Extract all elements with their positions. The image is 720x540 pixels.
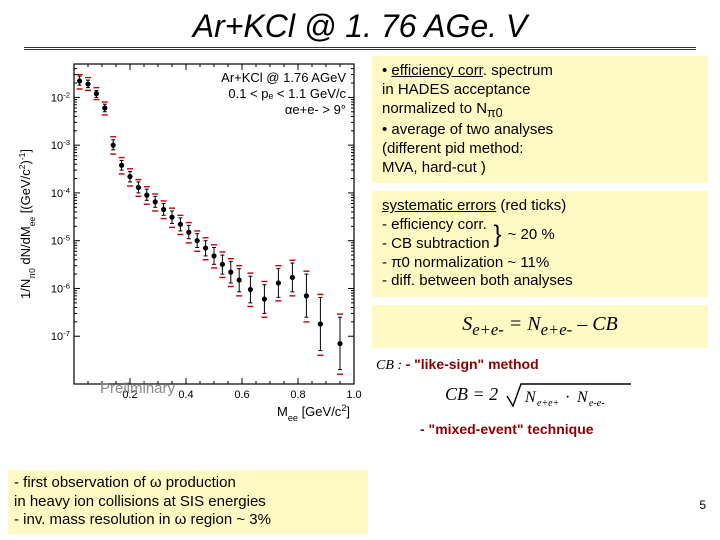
b1-l2: in HADES acceptance [382,81,698,100]
bn-l2: in heavy ion collisions at SIS energies [14,493,362,512]
spectrum-chart: 10-710-610-510-410-310-20.20.40.60.81.0M… [12,56,362,436]
systematics-box: systematic errors (red ticks) - efficien… [372,191,708,297]
cb-formula: CB = 2 N e+e+ · N e-e- [372,378,708,417]
b2-l23-tail: ~ 20 % [508,226,555,245]
signal-formula: Se+e- = Ne+e- – CB [372,305,708,348]
b1-l1-post: . spectrum [483,62,553,79]
preliminary-label: Preliminary [100,380,175,397]
mixed-event-note: - "mixed-event" technique [372,421,708,437]
cb-label: CB : [376,358,406,373]
svg-text:10-3: 10-3 [51,138,70,153]
b1-l5: (different pid method: [382,140,698,159]
svg-text:10-4: 10-4 [51,185,71,200]
svg-text:CB = 2: CB = 2 [445,384,498,404]
b1-l1-mid: efficiency corr [391,62,482,79]
svg-text:·: · [565,389,570,406]
svg-text:1/Nπ0 dN/dMee [(GeV/c2)-1]: 1/Nπ0 dN/dMee [(GeV/c2)-1] [17,149,37,299]
cb-method: - "like-sign" method [406,356,539,372]
b2-l3: - CB subtraction [382,235,490,254]
b2-l1b: (red ticks) [496,197,566,214]
svg-text:0.6: 0.6 [234,389,249,401]
svg-text:e-e-: e-e- [589,398,605,409]
b1-l3-sub: π0 [487,106,503,120]
svg-text:1.0: 1.0 [346,389,361,401]
b1-l6: MVA, hard-cut ) [382,159,698,178]
svg-text:0.8: 0.8 [290,389,305,401]
svg-text:e+e+: e+e+ [537,398,559,409]
cb-line: CB : - "like-sign" method [372,356,708,374]
svg-text:αe+e- > 9°: αe+e- > 9° [285,102,346,117]
b1-l3-pre: normalized to N [382,100,487,117]
page-number: 5 [699,498,706,512]
page-title: Ar+KCl @ 1. 76 AGe. V [0,0,720,47]
b2-l1a: systematic errors [382,197,496,214]
svg-text:N: N [524,389,537,406]
b2-l4: - π0 normalization ~ 11% [382,254,698,273]
svg-text:10-6: 10-6 [51,281,70,296]
svg-text:0.4: 0.4 [178,389,193,401]
b1-l4: • average of two analyses [382,121,698,140]
svg-text:10-2: 10-2 [51,90,70,105]
bn-l1: - first observation of ω production [14,474,362,493]
bn-l3: - inv. mass resolution in ω region ~ 3% [14,511,362,530]
chart-svg: 10-710-610-510-410-310-20.20.40.60.81.0M… [12,56,362,436]
svg-text:Mee [GeV/c2]: Mee [GeV/c2] [277,403,350,423]
svg-text:10-5: 10-5 [51,233,70,248]
b2-l5: - diff. between both analyses [382,272,698,291]
svg-text:Ar+KCl @ 1.76 AGeV: Ar+KCl @ 1.76 AGeV [221,70,346,85]
title-rule [24,47,696,50]
bottom-observation-box: - first observation of ω production in h… [8,470,368,534]
brace-icon: } [494,220,502,250]
svg-text:10-7: 10-7 [51,329,70,344]
b1-l1-pre: • [382,62,391,79]
svg-text:N: N [576,389,589,406]
svg-text:0.1 < pₑ < 1.1 GeV/c: 0.1 < pₑ < 1.1 GeV/c [228,86,346,101]
b2-l2: - efficiency corr. [382,216,490,235]
description-box-1: • efficiency corr. spectrum in HADES acc… [372,56,708,183]
